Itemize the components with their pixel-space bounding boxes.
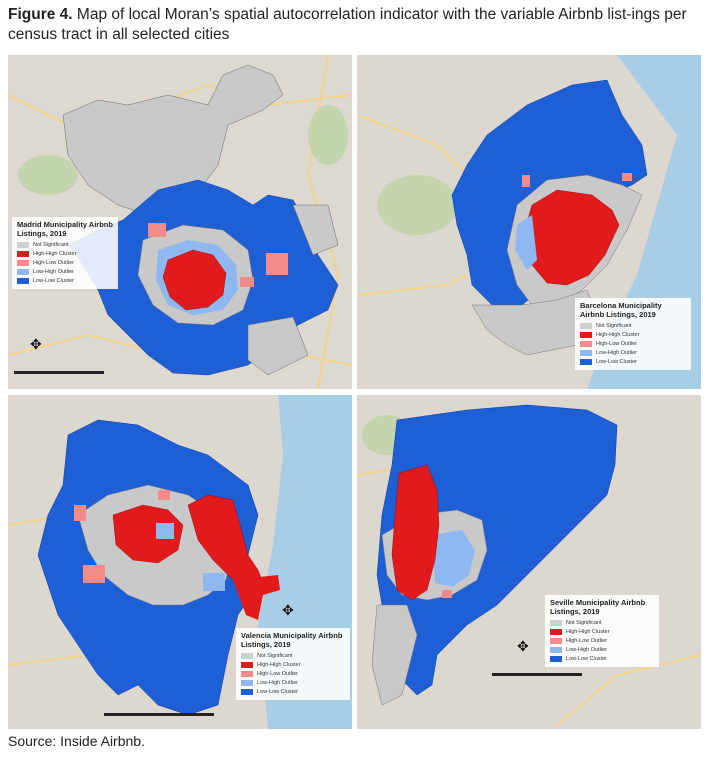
map-seville [357,395,701,729]
legend-item: Not Significant [550,618,654,627]
north-arrow-icon: ✥ [30,336,42,352]
legend-item: Low-High Outlier [580,348,686,357]
legend-item: High-High Cluster [550,627,654,636]
madrid-not-significant-north [62,64,284,216]
legend-item: Low-Low Cluster [580,357,686,366]
source-note: Source: Inside Airbnb. [8,733,145,749]
figure-caption-text: Map of local Moran’s spatial autocorrela… [8,6,687,43]
north-arrow-icon: ✥ [517,638,529,654]
figure-label: Figure 4. [8,6,73,23]
scale-bar [104,713,214,716]
map-panel-valencia: Valencia Municipality Airbnb Listings, 2… [8,395,352,729]
scale-bar [14,371,104,374]
valencia-port [233,575,280,620]
legend-item: Not Significant [580,321,686,330]
scale-bar [492,673,582,676]
legend-item: Low-High Outlier [550,645,654,654]
legend-item: High-High Cluster [241,660,345,669]
legend-title: Valencia Municipality Airbnb Listings, 2… [241,631,343,649]
valencia-high-high-cluster [112,504,184,564]
legend-item: Low-High Outlier [17,267,113,276]
legend-seville: Seville Municipality Airbnb Listings, 20… [545,595,659,667]
legend-item: High-High Cluster [17,249,113,258]
map-panel-madrid: Madrid Municipality Airbnb Listings, 201… [8,55,352,389]
seville-south-area [371,604,418,706]
map-panel-barcelona: Barcelona Municipality Airbnb Listings, … [357,55,701,389]
legend-item: High-High Cluster [580,330,686,339]
legend-valencia: Valencia Municipality Airbnb Listings, 2… [236,628,350,700]
legend-title: Seville Municipality Airbnb Listings, 20… [550,598,646,616]
north-arrow-icon: ✥ [282,602,294,618]
figure-caption: Figure 4. Map of local Moran’s spatial a… [8,5,708,45]
legend-item: Not Significant [241,651,345,660]
legend-item: Not Significant [17,240,113,249]
legend-item: Low-High Outlier [241,678,345,687]
madrid-high-high-core [162,249,227,311]
legend-item: High-Low Outlier [241,669,345,678]
legend-item: High-Low Outlier [550,636,654,645]
legend-title: Barcelona Municipality Airbnb Listings, … [580,301,662,319]
seville-low-low-cluster [376,404,618,696]
legend-item: Low-Low Cluster [17,276,113,285]
legend-item: High-Low Outlier [17,258,113,267]
seville-high-high-cluster [391,464,440,601]
legend-item: Low-Low Cluster [241,687,345,696]
legend-madrid: Madrid Municipality Airbnb Listings, 201… [12,217,118,289]
map-panel-seville: Seville Municipality Airbnb Listings, 20… [357,395,701,729]
legend-item: Low-Low Cluster [550,654,654,663]
map-madrid [8,55,352,389]
legend-title: Madrid Municipality Airbnb Listings, 201… [17,220,113,238]
seville-low-high-ring [432,530,475,587]
legend-barcelona: Barcelona Municipality Airbnb Listings, … [575,298,691,370]
legend-item: High-Low Outlier [580,339,686,348]
